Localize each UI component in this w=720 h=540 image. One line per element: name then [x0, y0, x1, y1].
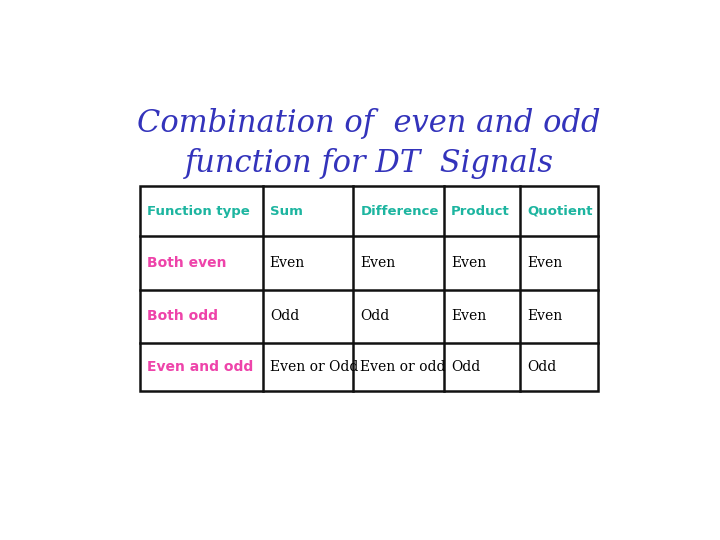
Text: Even: Even	[451, 309, 486, 323]
Text: Even and odd: Even and odd	[147, 360, 253, 374]
Text: Combination of  even and odd
function for DT  Signals: Combination of even and odd function for…	[138, 109, 600, 179]
Text: Product: Product	[451, 205, 510, 218]
Text: Odd: Odd	[451, 360, 480, 374]
Text: Sum: Sum	[270, 205, 302, 218]
Text: Even: Even	[527, 309, 562, 323]
Text: Difference: Difference	[360, 205, 438, 218]
Text: Odd: Odd	[527, 360, 557, 374]
Text: Both even: Both even	[147, 256, 227, 270]
Text: Odd: Odd	[360, 309, 390, 323]
Text: Even: Even	[451, 256, 486, 270]
Text: Both odd: Both odd	[147, 309, 218, 323]
Text: Function type: Function type	[147, 205, 250, 218]
Text: Even or odd: Even or odd	[360, 360, 446, 374]
Text: Even: Even	[270, 256, 305, 270]
Text: Odd: Odd	[270, 309, 299, 323]
Text: Even: Even	[527, 256, 562, 270]
Text: Quotient: Quotient	[527, 205, 593, 218]
Text: Even: Even	[360, 256, 395, 270]
Text: Even or Odd: Even or Odd	[270, 360, 358, 374]
